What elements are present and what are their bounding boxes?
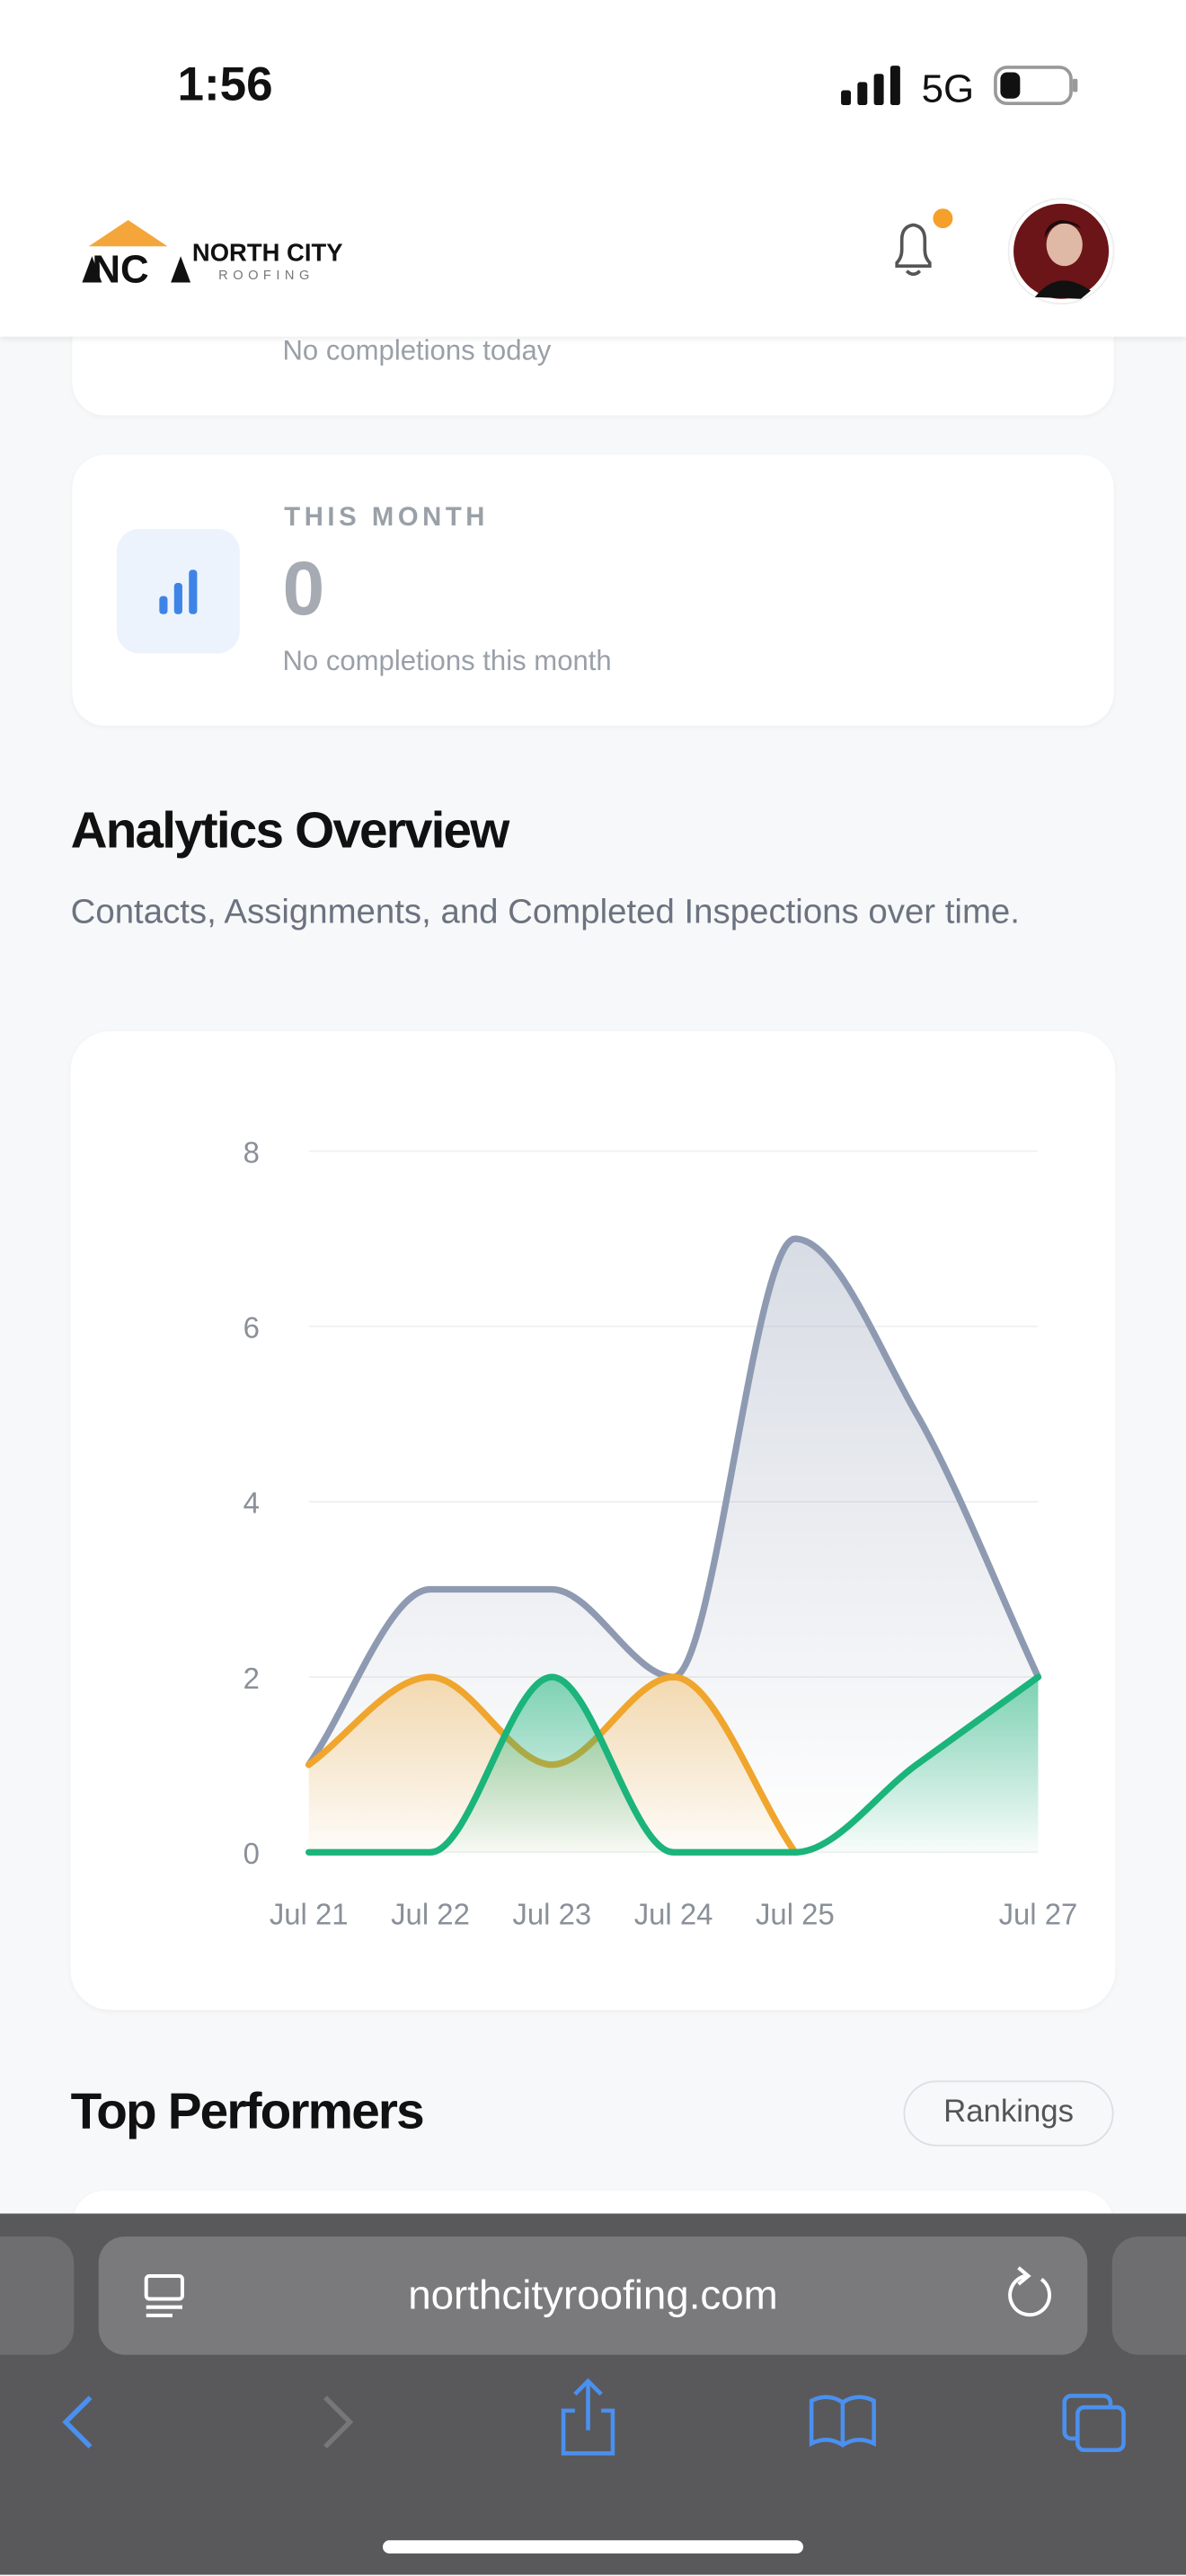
stat-icon [116,528,240,654]
status-network: 5G [922,66,975,110]
svg-text:NC: NC [92,247,148,286]
line [305,1673,1042,1856]
forward-button[interactable] [323,2395,354,2449]
stat-text: No completions today [282,334,552,366]
rankings-button[interactable]: Rankings [903,2080,1114,2147]
x-tick-label: Jul 23 [512,1898,591,1931]
browser-tab[interactable] [1111,2236,1186,2355]
y-tick-label: 8 [243,1135,260,1169]
section-subtitle: Contacts, Assignments, and Completed Ins… [70,893,1020,931]
share-button[interactable] [561,2378,615,2456]
logo-mark: NC [82,219,191,286]
tabs-button[interactable] [1062,2394,1126,2453]
x-tick-label: Jul 25 [756,1898,835,1931]
status-icons: 5G [841,66,1078,110]
url-text: northcityroofing.com [408,2272,778,2319]
y-tick-label: 0 [243,1837,260,1870]
avatar[interactable] [1005,196,1117,307]
browser-tab[interactable] [0,2236,75,2355]
chart: 0 2 4 6 8 Jul 21 Jul 22 Jul 23 Jul 24 Jul 25 Jul 2… [243,1135,1078,1931]
line [305,1235,1042,1769]
area [308,1239,1039,1853]
stat-value: 0 [282,544,325,631]
section-title: Top Performers [70,2082,425,2140]
section-title: Analytics Overview [70,801,510,860]
reload-icon[interactable] [1008,2274,1051,2317]
status-time: 1:56 [177,58,273,112]
browser-icons [62,2266,1126,2554]
logo-name: NORTH CITY [191,239,343,269]
x-tick-label: Jul 21 [270,1898,349,1931]
url-bar[interactable] [98,2236,1088,2355]
stat-label: THIS MONTH [284,504,489,533]
home-indicator [382,2540,804,2554]
header [0,0,1186,337]
x-tick-label: Jul 24 [634,1898,713,1931]
area [308,1677,1039,1853]
y-tick-label: 6 [243,1311,260,1345]
y-tick-label: 4 [243,1486,260,1520]
x-tick-label: Jul 22 [391,1898,470,1931]
back-button[interactable] [62,2395,93,2449]
y-tick-label: 2 [243,1662,260,1695]
x-tick-label: Jul 27 [999,1898,1078,1931]
stat-text: No completions this month [282,645,612,677]
logo-sub: ROOFING [218,268,314,283]
reader-icon[interactable] [144,2273,184,2317]
bookmarks-button[interactable] [809,2395,876,2448]
stat-card [72,454,1114,727]
notification-bell[interactable] [884,204,960,279]
